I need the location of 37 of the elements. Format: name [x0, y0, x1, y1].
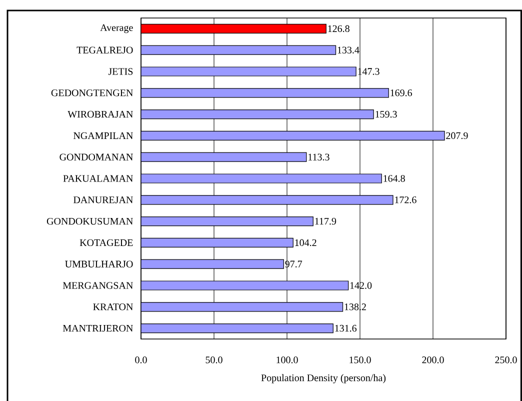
data-label: 133.4	[338, 46, 360, 54]
data-label: 142.0	[350, 282, 372, 289]
x-tick-label: 100.0	[276, 356, 298, 364]
data-label: 117.9	[315, 218, 336, 225]
y-tick-label: UMBULHARJO	[65, 260, 133, 268]
data-label: 131.6	[335, 324, 357, 332]
y-tick-label: GONDOMANAN	[60, 154, 133, 160]
data-label: 97.7	[285, 260, 302, 268]
x-tick-label: 50.0	[206, 356, 222, 364]
y-tick-label: MERGANGSAN	[62, 282, 133, 289]
x-axis-title: Population Density (person/ha)	[261, 374, 386, 384]
data-label: 138.2	[344, 304, 366, 310]
y-tick-label: WIROBRAJAN	[68, 110, 133, 118]
y-tick-label: DANUREJAN	[73, 196, 133, 204]
y-tick-label: Average	[100, 24, 133, 34]
y-tick-label: KRATON	[93, 304, 133, 310]
x-tick-label: 150.0	[350, 356, 371, 364]
data-label: 172.6	[395, 196, 416, 204]
data-label: 207.9	[446, 132, 468, 140]
y-tick-label: NGAMPILAN	[73, 132, 133, 140]
y-tick-label: KOTAGEDE	[80, 239, 133, 246]
data-label: 113.3	[308, 154, 330, 160]
y-tick-label: JETIS	[108, 68, 133, 75]
y-tick-label: MANTRIJERON	[62, 324, 133, 332]
data-label: 104.2	[295, 239, 316, 246]
y-tick-label: GONDOKUSUMAN	[46, 218, 133, 225]
x-tick-label: 250.0	[495, 356, 517, 364]
y-tick-label: TEGALREJO	[76, 46, 133, 54]
data-label: 159.3	[376, 110, 397, 118]
data-label: 147.3	[358, 68, 380, 75]
y-tick-label: GEDONGTENGEN	[51, 90, 133, 96]
x-tick-label: 0.0	[135, 356, 147, 364]
y-tick-label: PAKUALAMAN	[63, 175, 133, 182]
data-label: 126.8	[328, 25, 350, 32]
x-tick-label: 200.0	[422, 356, 444, 364]
data-label: 169.6	[390, 90, 412, 96]
data-label: 164.8	[384, 175, 405, 182]
